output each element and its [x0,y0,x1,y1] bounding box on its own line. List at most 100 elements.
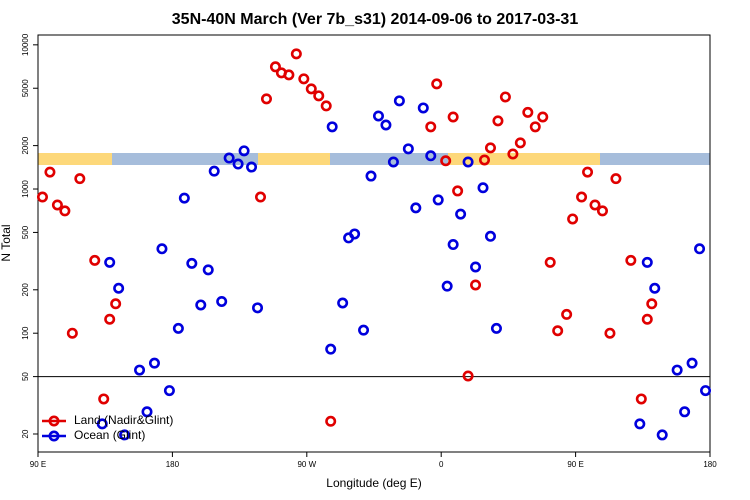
point [649,282,661,294]
point [694,243,706,255]
point [490,322,502,334]
point [305,83,317,95]
land-ocean-band [38,153,710,165]
point [223,152,235,164]
point [148,357,160,369]
point [232,158,244,170]
point [119,429,131,441]
x-tick-label: 180 [703,460,717,469]
point [380,119,392,131]
point [320,100,332,112]
y-tick-label: 50 [21,372,30,381]
point [98,393,110,405]
chart-title: 35N-40N March (Ver 7b_s31) 2014-09-06 to… [172,11,579,28]
point [104,256,116,268]
point [537,111,549,123]
point [686,357,698,369]
point [441,280,453,292]
point [208,165,220,177]
x-tick-label: 90 W [297,460,316,469]
y-tick-label: 10000 [21,33,30,56]
point [641,313,653,325]
point [216,295,228,307]
point [507,148,519,160]
point [326,121,338,133]
point [44,166,56,178]
point [202,264,214,276]
point [290,48,302,60]
point [479,154,491,166]
point [36,191,48,203]
point [604,327,616,339]
point [635,393,647,405]
point [440,155,452,167]
legend-label: Ocean (Glint) [74,428,145,442]
point [393,95,405,107]
point [447,239,459,251]
point [425,150,437,162]
point [700,385,712,397]
band-ocean [38,153,710,165]
point [298,73,310,85]
point [492,115,504,127]
point [634,418,646,430]
point [260,93,272,105]
point [402,143,414,155]
point [452,185,464,197]
point [499,91,511,103]
point [576,191,588,203]
point [431,78,443,90]
legend-marker [48,415,60,427]
point [470,279,482,291]
x-tick-label: 0 [439,460,444,469]
legend-marker [48,430,60,442]
point [477,182,489,194]
point [365,170,377,182]
point [59,205,71,217]
point [74,173,86,185]
point [96,418,108,430]
y-tick-label: 100 [21,326,30,340]
point [246,161,258,173]
x-tick-label: 90 E [567,460,583,469]
point [432,194,444,206]
point [679,406,691,418]
point [462,156,474,168]
point [238,145,250,157]
legend-label: Land (Nadir&Glint) [74,413,173,427]
point [325,343,337,355]
point [582,166,594,178]
point [349,228,361,240]
band-land [258,153,330,165]
point [387,156,399,168]
y-tick-label: 200 [21,283,30,297]
point [104,313,116,325]
point [646,298,658,310]
point [589,199,601,211]
point [484,142,496,154]
y-tick-label: 500 [21,225,30,239]
point [596,205,608,217]
point [313,90,325,102]
band-land [38,153,112,165]
point [337,297,349,309]
point [110,298,122,310]
point [561,308,573,320]
point [163,385,175,397]
point [113,282,125,294]
point [51,199,63,211]
point [252,302,264,314]
point [470,261,482,273]
point [358,324,370,336]
point [141,406,153,418]
x-axis-label: Longitude (deg E) [326,476,421,490]
plot-frame [37,34,711,453]
point [255,191,267,203]
point [134,364,146,376]
point [178,192,190,204]
point [195,299,207,311]
point [325,415,337,427]
point [410,202,422,214]
point [462,370,474,382]
